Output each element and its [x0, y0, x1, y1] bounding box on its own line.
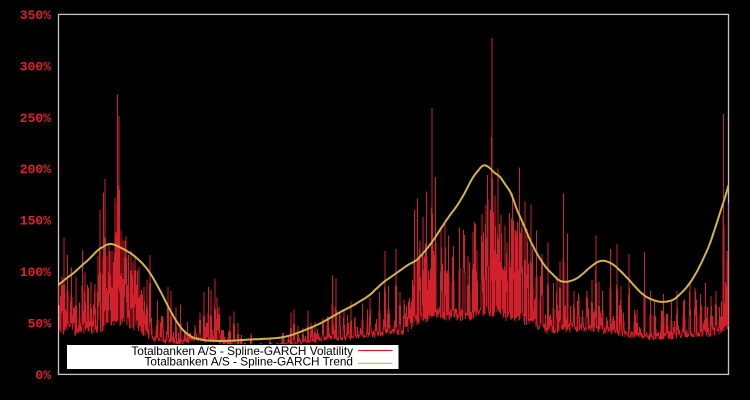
- svg-text:50%: 50%: [28, 317, 52, 332]
- svg-text:Totalbanken A/S - Spline-GARCH: Totalbanken A/S - Spline-GARCH Trend: [144, 355, 353, 369]
- svg-text:200%: 200%: [20, 162, 51, 177]
- svg-text:250%: 250%: [20, 111, 51, 126]
- svg-text:100%: 100%: [20, 265, 51, 280]
- svg-text:350%: 350%: [20, 8, 51, 23]
- svg-text:300%: 300%: [20, 59, 51, 74]
- svg-text:Totalbanken A/S - Spline-GARCH: Totalbanken A/S - Spline-GARCH Volatilit…: [131, 344, 353, 358]
- svg-text:150%: 150%: [20, 214, 51, 229]
- svg-text:0%: 0%: [35, 368, 51, 383]
